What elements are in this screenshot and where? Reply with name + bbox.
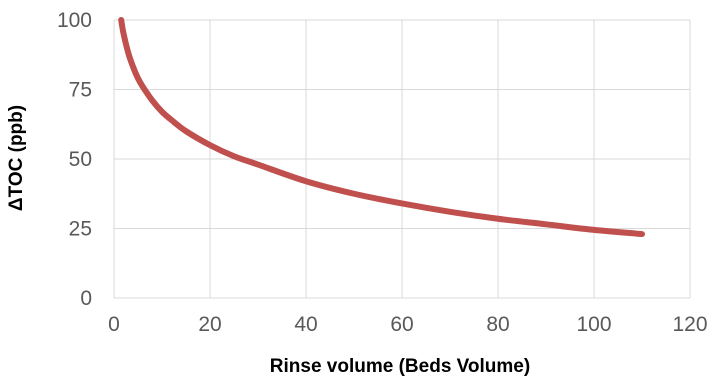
x-tick-label: 80 xyxy=(486,313,509,336)
x-tick-label: 40 xyxy=(294,313,317,336)
x-tick-label: 0 xyxy=(108,313,120,336)
y-tick-label: 50 xyxy=(69,148,92,171)
tick-labels: 0 20 40 60 80 100 120 0 25 50 75 100 xyxy=(57,9,708,336)
x-axis-title: Rinse volume (Beds Volume) xyxy=(270,356,530,377)
x-tick-label: 60 xyxy=(390,313,413,336)
y-tick-label: 25 xyxy=(69,218,92,241)
y-tick-label: 100 xyxy=(57,9,92,32)
series-layer xyxy=(118,17,645,238)
x-tick-label: 120 xyxy=(672,313,707,336)
grid xyxy=(113,19,691,299)
y-tick-label: 0 xyxy=(80,287,92,310)
x-tick-label: 20 xyxy=(198,313,221,336)
y-axis-title: ΔTOC (ppb) xyxy=(6,105,27,211)
series-line xyxy=(118,17,645,238)
x-tick-label: 100 xyxy=(576,313,611,336)
y-tick-label: 75 xyxy=(69,79,92,102)
